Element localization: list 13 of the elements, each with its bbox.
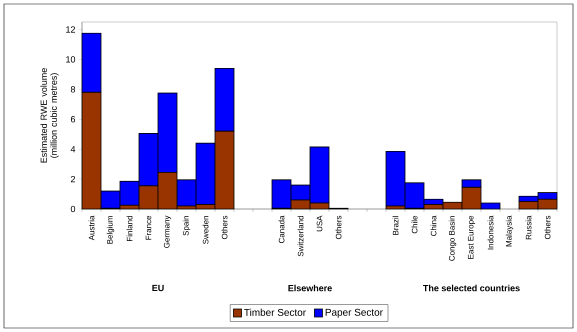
y-tick-label: 0 xyxy=(70,206,76,212)
legend-label: Paper Sector xyxy=(326,308,383,318)
text: EU xyxy=(152,284,164,292)
y-tick-label: 6 xyxy=(70,116,76,122)
y-tick-label: 4 xyxy=(70,146,76,152)
y-tick-label: 10 xyxy=(66,56,76,63)
text: Elsewhere xyxy=(288,284,332,292)
y-tick-label: 2 xyxy=(70,176,76,182)
y-tick-label: 12 xyxy=(66,26,76,33)
text: The selected countries xyxy=(423,284,520,292)
y-axis-title: Estimated RWE volume (million cubic metres) xyxy=(40,68,59,163)
legend-label: Timber Sector xyxy=(244,308,306,316)
y-tick-label: 8 xyxy=(70,86,76,92)
